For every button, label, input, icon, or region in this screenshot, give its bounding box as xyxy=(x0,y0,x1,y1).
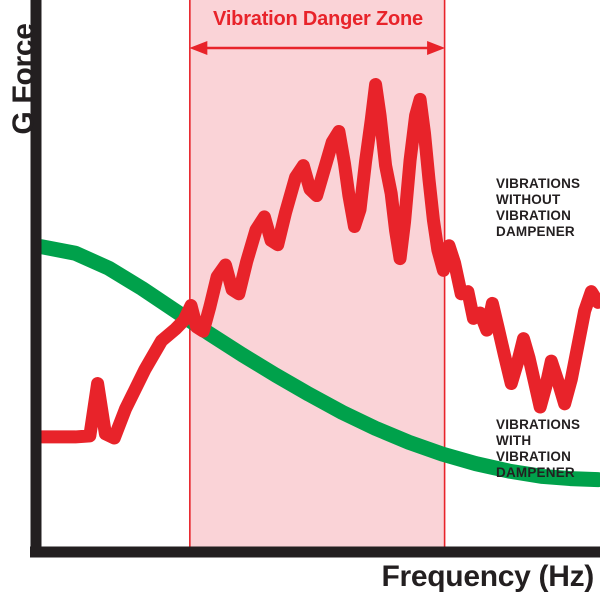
x-axis-label: Frequency (Hz) xyxy=(381,560,595,593)
y-axis-label: G Force xyxy=(7,23,40,135)
series-label-without-line3: VIBRATION xyxy=(496,207,572,223)
series-label-without-line2: WITHOUT xyxy=(496,191,561,207)
danger-zone-title: Vibration Danger Zone xyxy=(213,8,423,30)
series-label-with-line1: VIBRATIONS xyxy=(496,417,581,432)
series-label-with-line4: DAMPENER xyxy=(496,464,575,480)
danger-zone-arrow-icon xyxy=(189,41,446,55)
series-label-without-dampener: VIBRATIONS WITHOUT VIBRATION DAMPENER xyxy=(496,176,580,240)
series-label-with-line3: VIBRATION xyxy=(496,448,572,464)
series-line-with-dampener xyxy=(34,239,600,488)
series-label-without-line1: VIBRATIONS xyxy=(496,176,581,191)
series-label-with-dampener: VIBRATIONS WITH VIBRATION DAMPENER xyxy=(496,417,580,481)
series-line-without-dampener xyxy=(35,77,600,445)
series-label-with-line2: WITH xyxy=(496,432,532,448)
chart-axes xyxy=(30,0,600,558)
series-label-without-line4: DAMPENER xyxy=(496,223,575,239)
